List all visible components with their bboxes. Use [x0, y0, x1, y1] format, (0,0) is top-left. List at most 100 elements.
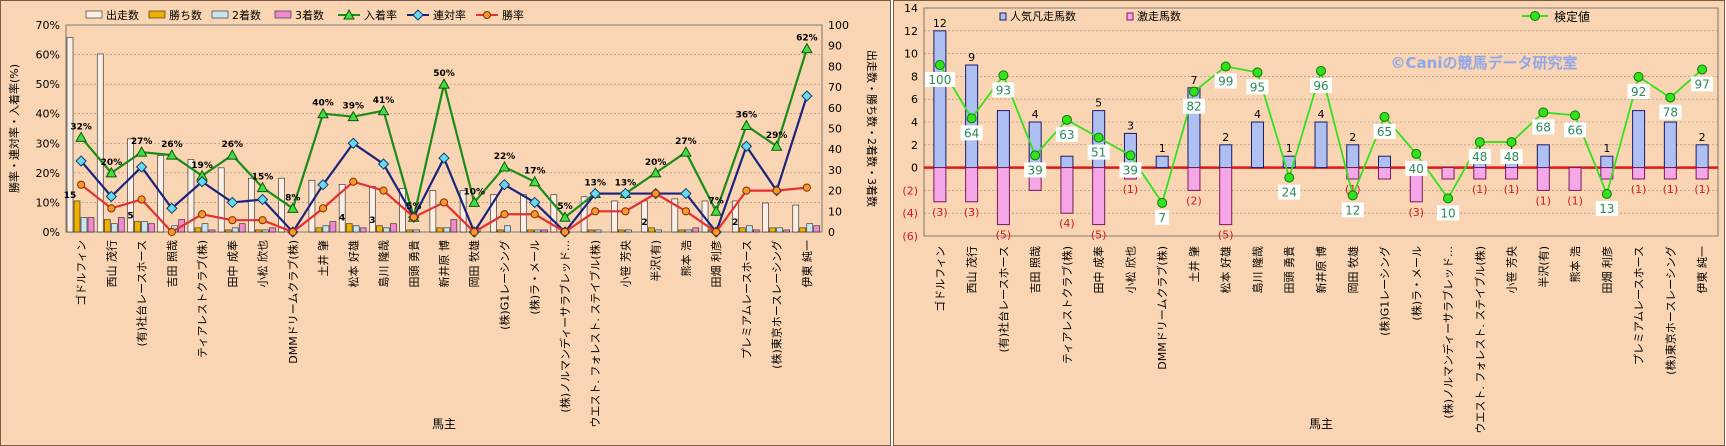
right-point-検定値 — [1601, 188, 1612, 199]
left-point-連対率 — [166, 202, 178, 215]
left-bar-勝ち数 — [406, 229, 413, 233]
right-bar-up — [1378, 155, 1392, 169]
right-value-label-box — [992, 82, 1015, 98]
right-value-label-box — [1373, 123, 1396, 139]
right-ytick-label: (2) — [902, 184, 918, 197]
left-bar-label: 4 — [339, 214, 345, 224]
right-top-label: 2 — [1349, 131, 1356, 144]
left-point-入着率 — [105, 166, 118, 178]
left-point-label: 26% — [222, 140, 244, 150]
left-point-入着率 — [740, 119, 753, 131]
left-point-label: 10% — [463, 187, 485, 197]
right-top-label: 9 — [968, 51, 975, 64]
right-point-検定値 — [1220, 61, 1231, 72]
left-point-入着率 — [165, 149, 178, 160]
right-ytick-label: 4 — [911, 116, 918, 129]
right-value-label-box — [1087, 144, 1110, 160]
left-category-label: (株)G1レーシング — [497, 240, 511, 330]
left-bar-2着数 — [201, 223, 209, 233]
right-value-label-box — [1310, 77, 1332, 93]
right-bar-up — [1282, 155, 1296, 169]
left-bar-3着数 — [208, 229, 216, 233]
right-bar-up — [933, 30, 947, 169]
right-point-検定値 — [1347, 190, 1358, 201]
right-bottom-label: (1) — [1631, 183, 1647, 196]
left-bar-2着数 — [745, 225, 753, 233]
right-category-label: 小松 欣也 — [1123, 246, 1137, 294]
left-bar-3着数 — [752, 229, 760, 233]
right-value-label: 82 — [1186, 100, 1201, 114]
left-point-label: 7% — [709, 196, 724, 206]
right-value-label-box — [1155, 209, 1170, 225]
right-point-検定値 — [1061, 114, 1072, 125]
left-category-label: 土井 肇 — [316, 240, 330, 277]
right-legend-label: 検定値 — [1554, 9, 1590, 24]
left-bar-3着数 — [390, 223, 397, 233]
right-bar-up — [996, 110, 1010, 169]
left-point-入着率 — [498, 160, 511, 172]
left-ytick-label: 30% — [36, 137, 60, 150]
left-point-label: 39% — [343, 102, 365, 112]
right-value-label: 7 — [1158, 211, 1166, 225]
left-point-label: 13% — [615, 179, 637, 189]
right-bar-down — [1695, 167, 1709, 180]
right-point-検定値 — [1506, 137, 1517, 148]
left-point-label: 27% — [131, 137, 153, 147]
left-point-連対率 — [226, 196, 239, 209]
right-bottom-label: (1) — [1123, 183, 1139, 196]
left-legend-label: 連対率 — [433, 8, 466, 22]
right-point-検定値 — [998, 70, 1009, 81]
left-category-label: プレミアムレースホース — [740, 240, 753, 359]
left-bar-label: 2 — [732, 218, 738, 228]
right-category-label: ウエスト. フォレスト. ステイブル(株) — [1473, 246, 1487, 434]
left-bar-2着数 — [110, 223, 118, 233]
left-point-勝率 — [681, 207, 691, 216]
left-point-勝率 — [772, 186, 781, 195]
right-value-label-box — [1405, 160, 1428, 176]
right-bottom-label: (3) — [964, 206, 980, 219]
left-point-勝率 — [258, 216, 267, 225]
right-bar-up — [1219, 144, 1233, 169]
left-category-label: 小笹 芳央 — [618, 240, 632, 288]
right-point-検定値 — [1474, 137, 1485, 148]
left-bar-label: 3 — [369, 216, 375, 226]
left-point-勝率 — [802, 183, 811, 192]
left-bar-3着数 — [359, 227, 367, 233]
right-bar-down — [1441, 167, 1455, 180]
right-point-検定値 — [1443, 193, 1454, 204]
left-point-label: 8% — [285, 193, 300, 203]
right-ytick-label: 12 — [904, 25, 918, 38]
left-bar-2着数 — [806, 223, 814, 233]
right-point-検定値 — [1157, 197, 1168, 208]
left-bar-2着数 — [231, 227, 239, 233]
left-bar-2着数 — [625, 229, 632, 233]
left-legend-marker — [483, 11, 491, 19]
left-point-label: 5% — [557, 202, 572, 212]
left-point-勝率 — [107, 204, 116, 213]
left-bar-出走数 — [671, 198, 679, 233]
right-category-label: ゴドルフィン — [933, 246, 947, 312]
right-point-検定値 — [1379, 111, 1390, 122]
right-top-label: 2 — [1699, 131, 1706, 144]
left-bar-3着数 — [329, 221, 337, 233]
left-bar-勝ち数 — [527, 229, 534, 233]
left-category-label: (有)社台レースホース — [135, 240, 149, 346]
right-ytick-label: 90 — [828, 40, 842, 53]
left-ylabel: 勝率・連対率・入着率(%) — [7, 64, 21, 193]
right-value-label: 10 — [1440, 206, 1455, 220]
right-top-label: 1 — [1286, 142, 1293, 155]
right-value-label-box — [1182, 98, 1205, 114]
left-point-入着率 — [75, 131, 87, 142]
left-category-label: 田畑 利彦 — [709, 240, 723, 288]
left-bar-2着数 — [322, 225, 330, 233]
left-point-連対率 — [75, 155, 87, 167]
left-point-label: 41% — [373, 96, 395, 106]
right-value-label-box — [1437, 205, 1460, 221]
right-value-label: 100 — [928, 73, 951, 87]
right-value-label-box — [1278, 184, 1301, 200]
left-bar-label: 15 — [64, 191, 77, 201]
left-bar-出走数 — [338, 184, 346, 233]
left-point-入着率 — [135, 146, 148, 157]
left-point-入着率 — [770, 140, 783, 151]
